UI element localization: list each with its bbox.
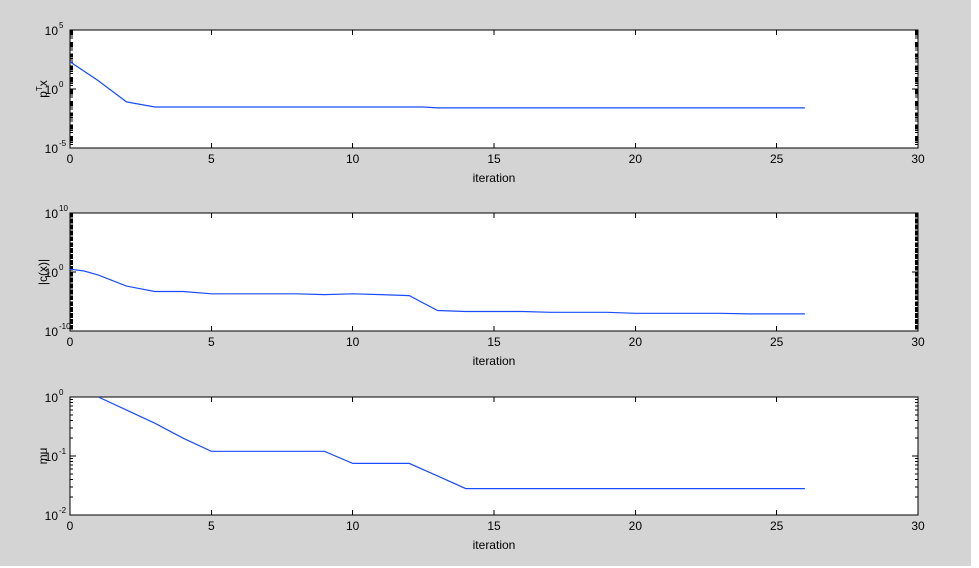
x-tick-label: 15 xyxy=(487,335,501,349)
y-axis-label: mu xyxy=(36,448,50,465)
x-tick-label: 25 xyxy=(770,152,784,166)
x-axis-label: iteration xyxy=(473,354,516,368)
x-axis-label: iteration xyxy=(473,171,516,185)
y-tick-exponent: -2 xyxy=(59,506,67,515)
y-tick-label: 10 xyxy=(45,24,59,38)
x-tick-label: 10 xyxy=(346,335,360,349)
x-tick-label: 20 xyxy=(629,152,643,166)
y-tick-label: 10 xyxy=(45,450,59,464)
x-tick-label: 0 xyxy=(67,152,74,166)
x-tick-label: 5 xyxy=(208,152,215,166)
series-line xyxy=(98,397,805,490)
y-axis-label: pTx xyxy=(35,80,50,98)
y-tick-exponent: -1 xyxy=(59,447,67,456)
x-tick-label: 10 xyxy=(346,152,360,166)
y-tick-exponent: -5 xyxy=(59,139,67,148)
x-tick-label: 30 xyxy=(911,152,925,166)
y-tick-label: 10 xyxy=(45,83,59,97)
y-tick-label: 10 xyxy=(45,391,59,405)
x-tick-label: 25 xyxy=(770,519,784,533)
y-tick-exponent: 5 xyxy=(59,21,64,30)
x-tick-label: 5 xyxy=(208,519,215,533)
x-tick-label: 15 xyxy=(487,152,501,166)
plot-area xyxy=(69,396,919,516)
x-tick-label: 30 xyxy=(911,519,925,533)
y-tick-label: 10 xyxy=(45,325,59,339)
x-tick-label: 30 xyxy=(911,335,925,349)
y-axis-label-base: p xyxy=(36,91,50,98)
y-axis-label-sup: T xyxy=(35,86,44,91)
plot-area xyxy=(69,29,919,149)
series-line xyxy=(70,61,805,109)
y-axis-label: |c(x)| xyxy=(36,259,50,285)
y-tick-exponent: -10 xyxy=(59,322,71,331)
x-tick-label: 0 xyxy=(67,519,74,533)
y-tick-label: 10 xyxy=(45,142,59,156)
x-tick-label: 20 xyxy=(629,335,643,349)
series-line xyxy=(70,268,805,315)
y-tick-label: 10 xyxy=(45,207,59,221)
y-axis-label-tail: x xyxy=(36,80,50,86)
x-tick-label: 25 xyxy=(770,335,784,349)
x-tick-label: 20 xyxy=(629,519,643,533)
y-tick-exponent: 0 xyxy=(59,263,64,272)
x-axis-label: iteration xyxy=(473,538,516,552)
y-tick-exponent: 10 xyxy=(59,204,68,213)
y-tick-exponent: 0 xyxy=(59,388,64,397)
x-tick-label: 0 xyxy=(67,335,74,349)
y-tick-label: 10 xyxy=(45,266,59,280)
x-tick-label: 10 xyxy=(346,519,360,533)
x-tick-label: 15 xyxy=(487,519,501,533)
y-tick-label: 10 xyxy=(45,509,59,523)
y-tick-exponent: 0 xyxy=(59,80,64,89)
x-tick-label: 5 xyxy=(208,335,215,349)
